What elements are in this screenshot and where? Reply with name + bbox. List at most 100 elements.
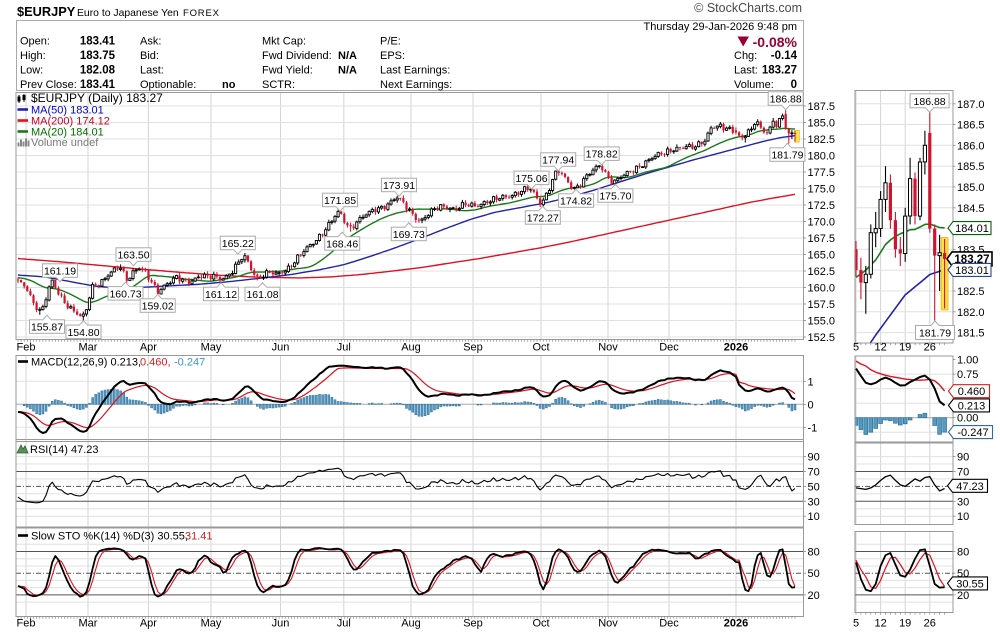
svg-text:Mar: Mar [79,342,98,354]
svg-text:5: 5 [853,342,859,354]
svg-text:177.94: 177.94 [542,155,574,167]
svg-text:Chg:: Chg: [734,50,757,62]
svg-text:185.0: 185.0 [957,182,985,194]
svg-text:154.80: 154.80 [67,327,99,339]
svg-text:183.01: 183.01 [955,265,989,277]
svg-text:80: 80 [957,547,969,559]
svg-text:171.85: 171.85 [324,195,356,207]
svg-text:19: 19 [899,342,911,354]
svg-text:Feb: Feb [17,342,36,354]
svg-text:Open:: Open: [20,36,50,48]
svg-text:Feb: Feb [17,618,36,630]
svg-text:183.5: 183.5 [957,244,985,256]
svg-text:Ask:: Ask: [140,36,161,48]
svg-text:182.0: 182.0 [957,307,985,319]
svg-text:N/A: N/A [338,50,357,62]
svg-text:178.82: 178.82 [586,149,618,161]
svg-text:177.5: 177.5 [808,167,836,179]
svg-text:5: 5 [853,618,859,630]
svg-text:180.0: 180.0 [808,151,836,163]
svg-text:161.19: 161.19 [44,266,76,278]
svg-text:0: 0 [808,399,814,411]
svg-text:Bid:: Bid: [140,50,159,62]
svg-text:P/E:: P/E: [380,36,401,48]
svg-text:30.55: 30.55 [956,578,984,590]
svg-text:N/A: N/A [338,65,357,77]
svg-text:20: 20 [957,590,969,602]
svg-text:Thursday 29-Jan-2026 9:48 pm: Thursday 29-Jan-2026 9:48 pm [644,21,797,33]
svg-text:Volume:: Volume: [734,79,774,91]
svg-text:173.91: 173.91 [383,180,415,192]
svg-text:Jun: Jun [272,342,290,354]
svg-text:20: 20 [808,590,820,602]
svg-text:$EURJPY (Daily) 183.27: $EURJPY (Daily) 183.27 [31,91,163,105]
svg-text:SCTR:: SCTR: [262,79,295,91]
svg-text:Last:: Last: [734,65,758,77]
svg-text:186.0: 186.0 [957,140,985,152]
svg-text:-0.08%: -0.08% [753,34,798,50]
svg-text:184.5: 184.5 [957,203,985,215]
svg-text:185.5: 185.5 [957,161,985,173]
svg-text:90: 90 [957,452,969,464]
svg-text:Volume undef: Volume undef [31,137,99,149]
svg-text:Mar: Mar [79,618,98,630]
svg-text:47.23: 47.23 [956,481,984,493]
svg-text:172.27: 172.27 [527,212,559,224]
svg-text:Nov: Nov [598,618,618,630]
svg-text:162.5: 162.5 [808,266,836,278]
svg-text:MA(50) 183.01: MA(50) 183.01 [31,105,104,117]
svg-text:183.41: 183.41 [80,36,116,48]
svg-text:163.50: 163.50 [117,250,149,262]
svg-text:187.5: 187.5 [808,101,836,113]
svg-text:182.5: 182.5 [808,134,836,146]
svg-text:Jul: Jul [337,618,351,630]
svg-text:Apr: Apr [140,342,157,354]
svg-text:90: 90 [808,452,820,464]
svg-text:181.5: 181.5 [957,328,985,340]
svg-text:Last Earnings:: Last Earnings: [380,65,450,77]
svg-text:FOREX: FOREX [183,8,220,19]
svg-text:183.27: 183.27 [762,65,797,77]
svg-text:0.00: 0.00 [957,413,978,425]
svg-text:Euro to Japanese Yen: Euro to Japanese Yen [77,8,179,19]
svg-text:174.82: 174.82 [560,196,592,208]
svg-text:1.00: 1.00 [957,355,978,367]
svg-text:-1: -1 [808,422,818,434]
svg-text:Oct: Oct [532,342,549,354]
svg-text:170.0: 170.0 [808,217,836,229]
svg-text:172.5: 172.5 [808,200,836,212]
svg-text:12: 12 [874,618,886,630]
svg-text:185.0: 185.0 [808,118,836,130]
svg-text:26: 26 [924,618,936,630]
svg-text:30: 30 [957,496,969,508]
svg-text:183.41: 183.41 [80,79,116,91]
svg-text:182.08: 182.08 [80,65,116,77]
svg-text:Dec: Dec [659,618,679,630]
svg-text:152.5: 152.5 [808,332,836,344]
svg-text:10: 10 [808,511,820,523]
svg-text:175.06: 175.06 [515,173,547,185]
svg-text:-0.247: -0.247 [957,427,988,439]
svg-text:12: 12 [874,342,886,354]
svg-text:169.73: 169.73 [393,229,425,241]
svg-text:MA(200) 174.12: MA(200) 174.12 [31,116,110,128]
svg-text:Sep: Sep [463,342,483,354]
svg-text:186.5: 186.5 [957,120,985,132]
svg-text:31.41: 31.41 [185,531,213,543]
svg-text:187.0: 187.0 [957,99,985,111]
svg-text:0.213: 0.213 [958,400,986,412]
svg-text:-0.247: -0.247 [174,357,205,369]
svg-text:161.08: 161.08 [246,289,278,301]
svg-text:50: 50 [808,568,820,580]
svg-text:Next Earnings:: Next Earnings: [380,79,452,91]
svg-text:$EURJPY: $EURJPY [17,4,76,19]
svg-text:157.5: 157.5 [808,299,836,311]
svg-text:155.87: 155.87 [31,322,63,334]
svg-text:Jun: Jun [272,618,290,630]
svg-text:155.0: 155.0 [808,316,836,328]
svg-text:184.01: 184.01 [955,223,989,235]
svg-text:Fwd Dividend:: Fwd Dividend: [262,50,332,62]
svg-text:30: 30 [808,496,820,508]
svg-text:Aug: Aug [401,342,421,354]
svg-text:70: 70 [957,467,969,479]
